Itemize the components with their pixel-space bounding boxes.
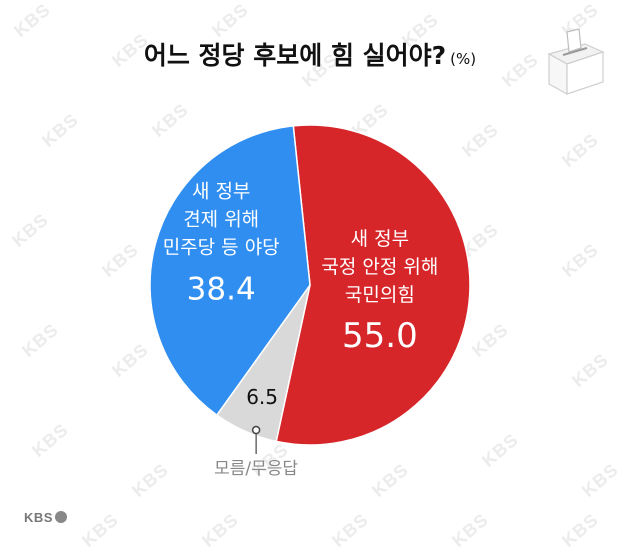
- slice-label-opposition-line: 새 정부: [192, 180, 250, 202]
- kbs-logo-text: KBS: [24, 510, 53, 525]
- chart-unit: (%): [450, 50, 477, 68]
- slice-label-people-power-line: 새 정부: [351, 228, 409, 250]
- chart-title: 어느 정당 후보에 힘 실어야? (%): [0, 36, 620, 72]
- kbs-logo: KBS: [24, 510, 67, 525]
- slice-label-people-power-line: 국민의힘: [345, 284, 415, 306]
- slice-value-opposition: 38.4: [187, 271, 256, 307]
- pie-slice-opposition: [149, 125, 311, 417]
- callout-label-unknown: 모름/무응답: [214, 459, 298, 479]
- slice-label-opposition-line: 견제 위해: [183, 208, 259, 230]
- chart-title-text: 어느 정당 후보에 힘 실어야?: [143, 41, 447, 70]
- slice-label-people-power-line: 국정 안정 위해: [321, 256, 438, 278]
- slice-value-people-power: 55.0: [342, 316, 418, 356]
- pie-slice-people-power: [275, 124, 471, 446]
- kbs-logo-dot-icon: [54, 511, 67, 523]
- callout-marker: [251, 425, 261, 435]
- slice-label-opposition-line: 민주당 등 야당: [163, 236, 280, 258]
- ballot-box-icon: [547, 28, 605, 96]
- slice-value-unknown: 6.5: [246, 385, 278, 409]
